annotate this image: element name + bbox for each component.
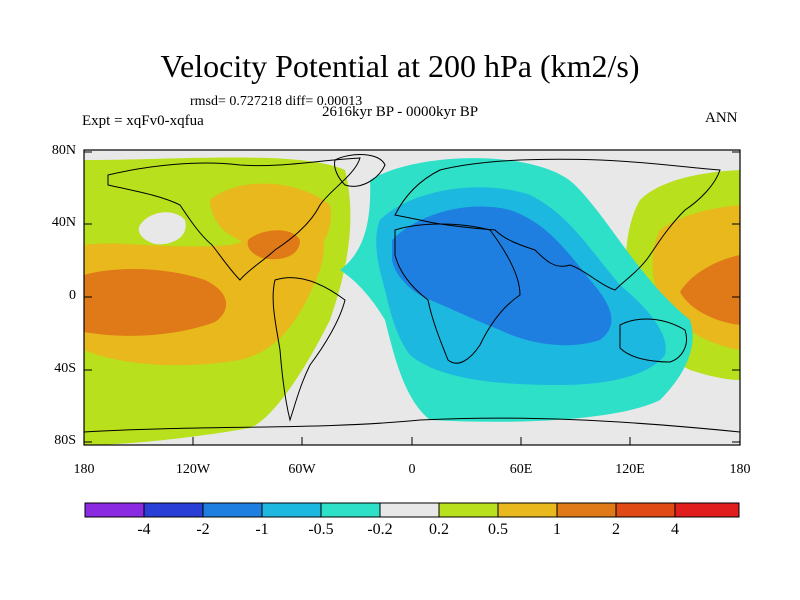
colorbar-box-7 xyxy=(438,502,499,518)
lon-label-180-left: 180 xyxy=(73,462,95,477)
colorbar-label-6: 0.2 xyxy=(429,521,449,538)
eurasia-coast xyxy=(394,158,721,291)
lon-label-60w: 60W xyxy=(288,462,316,477)
lat-label-0: 0 xyxy=(69,288,76,303)
colorbar-label-10: 4 xyxy=(671,521,679,538)
colorbar-label-2: -2 xyxy=(196,521,210,538)
colorbar-box-3 xyxy=(202,502,263,518)
lon-label-60e: 60E xyxy=(509,462,533,477)
colorbar-label-8: 1 xyxy=(553,521,561,538)
colorbar-box-8 xyxy=(497,502,558,518)
colorbar-box-11 xyxy=(674,502,740,518)
pacific-east-pos3 xyxy=(680,255,740,325)
season-label: ANN xyxy=(705,110,738,126)
colorbar-box-10 xyxy=(615,502,676,518)
coastlines xyxy=(84,154,740,433)
africa-neg3 xyxy=(392,206,612,346)
lat-label-80n: 80N xyxy=(51,143,76,158)
period-label: 2616kyr BP - 0000kyr BP xyxy=(322,104,479,120)
pacific-west-pos3 xyxy=(84,268,227,336)
colorbar-box-6 xyxy=(379,502,440,518)
colorbar-box-2 xyxy=(143,502,204,518)
experiment-label: Expt = xqFv0-xqfua xyxy=(82,113,204,129)
colorbar-label-4: -0.5 xyxy=(308,521,334,538)
colorbar-box-1 xyxy=(84,502,145,518)
colorbar-label-1: -4 xyxy=(137,521,151,538)
north-america-coast xyxy=(107,157,361,281)
lon-label-120e: 120E xyxy=(615,462,645,477)
colorbar-label-9: 2 xyxy=(612,521,620,538)
lat-label-40n: 40N xyxy=(51,215,76,230)
africa-coast xyxy=(394,223,521,364)
ne-pacific-neutral xyxy=(138,212,186,245)
plot-title: Velocity Potential at 200 hPa (km2/s) xyxy=(160,48,640,84)
south-america-coast xyxy=(272,277,346,422)
lon-label-120w: 120W xyxy=(175,462,211,477)
colorbar-box-5 xyxy=(320,502,381,518)
colorbar-label-7: 0.5 xyxy=(488,521,508,538)
colorbar-label-5: -0.2 xyxy=(367,521,393,538)
colorbar-label-3: -1 xyxy=(255,521,269,538)
axis-ticks xyxy=(83,151,741,445)
antarctica-coast xyxy=(84,417,740,433)
greenland-coast xyxy=(334,154,386,187)
north-america-pos2 xyxy=(210,183,331,262)
lat-label-80s: 80S xyxy=(54,433,76,448)
colorbar-box-9 xyxy=(556,502,617,518)
map-field xyxy=(84,150,740,445)
lat-label-40s: 40S xyxy=(54,361,76,376)
colorbar xyxy=(84,502,740,518)
colorbar-box-4 xyxy=(261,502,322,518)
lon-label-180-right: 180 xyxy=(729,462,751,477)
australia-coast xyxy=(619,318,687,363)
lon-label-0: 0 xyxy=(408,462,416,477)
caribbean-pos3 xyxy=(247,230,300,260)
stats-text: rmsd= 0.727218 diff= 0.00013 xyxy=(190,94,363,109)
